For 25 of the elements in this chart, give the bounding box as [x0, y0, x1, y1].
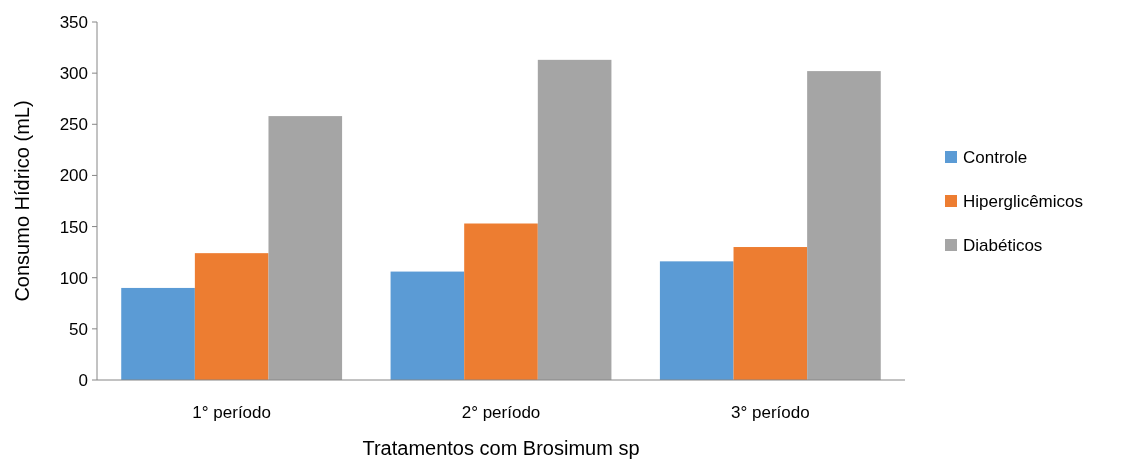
y-tick-label: 250: [59, 115, 88, 135]
y-tick-label: 300: [59, 64, 88, 84]
bar: [194, 253, 269, 380]
y-tick-label: 0: [78, 370, 88, 390]
bar: [807, 71, 881, 380]
y-tick-label: 150: [59, 217, 88, 237]
x-axis-title: Tratamentos com Brosimum sp: [362, 437, 640, 459]
bar: [268, 116, 343, 380]
bar: [537, 59, 612, 380]
y-axis-title: Consumo Hídrico (mL): [11, 100, 33, 302]
bar: [121, 287, 195, 380]
bar: [390, 271, 465, 380]
x-tick-label: 3° período: [731, 402, 810, 422]
legend-label: Hiperglicêmicos: [963, 191, 1083, 211]
bar: [733, 247, 808, 380]
bar: [464, 223, 538, 380]
x-tick-label: 2° período: [461, 402, 541, 422]
bar: [659, 261, 734, 380]
legend-label: Controle: [963, 147, 1028, 167]
y-tick-label: 200: [59, 166, 88, 186]
y-tick-label: 350: [59, 12, 88, 32]
x-tick-label: 1° período: [192, 402, 271, 422]
y-tick-label: 100: [59, 268, 88, 288]
y-tick-label: 50: [69, 319, 88, 339]
legend-label: Diabéticos: [963, 235, 1043, 255]
